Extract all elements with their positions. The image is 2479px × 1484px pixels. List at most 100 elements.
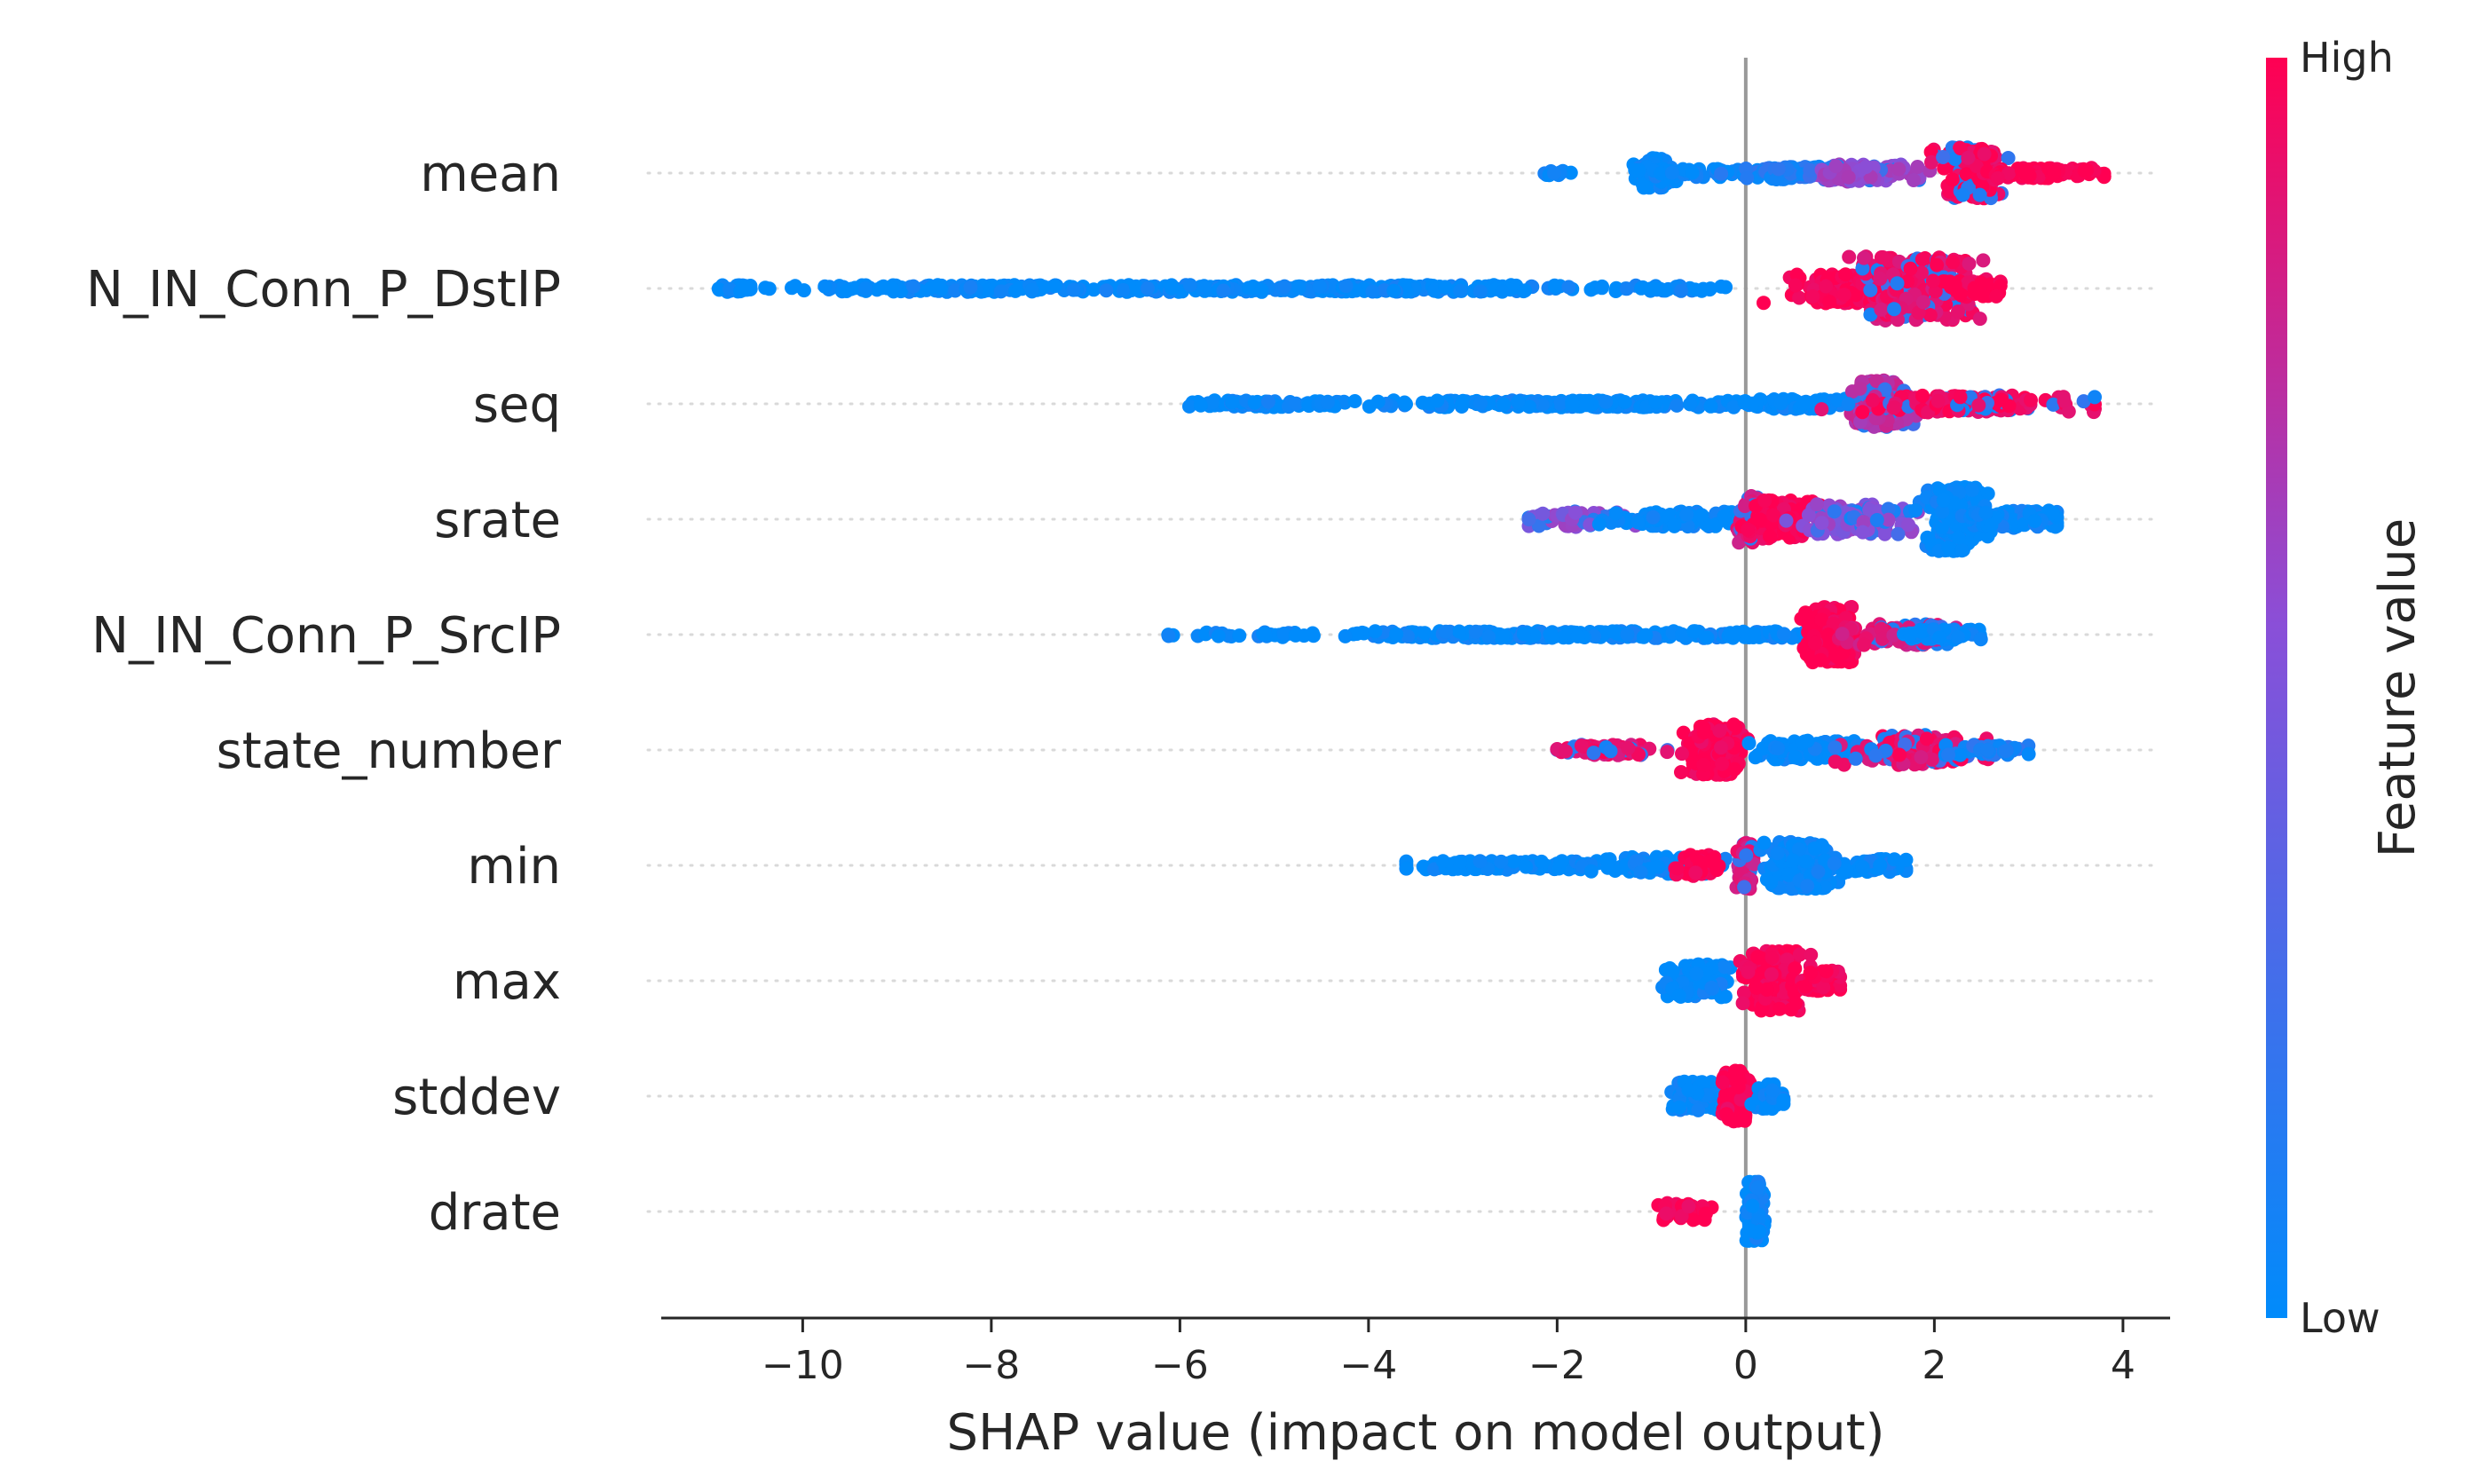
shap-point	[1962, 257, 1977, 272]
shap-point	[1468, 624, 1483, 639]
shap-point	[885, 281, 900, 296]
feature-row-points	[1182, 373, 2102, 434]
shap-point	[1548, 280, 1562, 295]
shap-point	[1907, 173, 1921, 187]
shap-point	[1741, 628, 1757, 642]
shap-point	[1521, 512, 1536, 527]
shap-point	[1347, 394, 1362, 408]
shap-point	[712, 282, 727, 297]
shap-point	[1660, 745, 1675, 760]
shap-point	[1574, 738, 1589, 754]
shap-point	[1953, 747, 1968, 762]
shap-point	[1903, 261, 1918, 276]
shap-point	[1954, 543, 1970, 558]
shap-point	[1453, 855, 1467, 869]
shap-point	[1386, 283, 1401, 298]
shap-point	[1771, 162, 1786, 177]
shap-point	[1370, 394, 1386, 409]
shap-point	[1935, 504, 1950, 519]
shap-point	[1667, 517, 1682, 532]
shap-point	[1594, 280, 1609, 296]
shap-point	[1855, 405, 1870, 420]
shap-point	[1630, 515, 1646, 530]
shap-point	[1857, 637, 1872, 652]
shap-point	[993, 284, 1008, 299]
shap-point	[1558, 744, 1573, 759]
shap-point	[1920, 530, 1935, 545]
shap-point	[1648, 395, 1663, 410]
shap-point	[2046, 397, 2061, 412]
shap-point	[1961, 150, 1976, 165]
shap-point	[1991, 170, 2005, 186]
shap-point	[1869, 513, 1884, 527]
shap-point	[1534, 854, 1549, 869]
shap-point	[1435, 854, 1450, 869]
shap-point	[1950, 629, 1965, 644]
shap-point	[1670, 398, 1685, 413]
shap-point	[1901, 517, 1915, 533]
shap-point	[1211, 628, 1226, 643]
shap-point	[1980, 486, 1995, 501]
shap-point	[1922, 308, 1938, 322]
shap-point	[1763, 529, 1777, 544]
shap-point	[1183, 278, 1197, 293]
shap-point	[1953, 141, 1968, 156]
shap-point	[1495, 284, 1510, 299]
shap-point	[1737, 880, 1752, 895]
shap-point	[1696, 757, 1711, 772]
shap-point	[1481, 629, 1496, 644]
shap-point	[1955, 187, 1970, 202]
shap-point	[1493, 630, 1508, 645]
shap-point	[1914, 750, 1929, 765]
shap-point	[1350, 626, 1365, 641]
shap-point	[1531, 518, 1546, 533]
shap-point	[1608, 506, 1623, 521]
shap-point	[1401, 629, 1415, 643]
shap-point	[1915, 295, 1930, 310]
shap-point	[1473, 396, 1488, 411]
shap-point	[1740, 170, 1755, 186]
shap-point	[1945, 172, 1960, 187]
shap-point	[1522, 399, 1536, 414]
shap-point	[1024, 282, 1039, 297]
shap-point	[1276, 627, 1291, 641]
shap-point	[2080, 162, 2095, 178]
feature-row-points	[1550, 717, 2036, 782]
shap-point	[1881, 512, 1896, 527]
shap-point	[1676, 725, 1691, 740]
shap-point	[1813, 652, 1828, 667]
shap-point	[1312, 279, 1327, 294]
shap-point	[1519, 859, 1534, 874]
shap-point	[2047, 165, 2062, 180]
shap-point	[1066, 282, 1081, 297]
shap-point	[1976, 253, 1991, 268]
shap-point	[733, 284, 748, 299]
shap-point	[1536, 506, 1551, 521]
shap-point	[1998, 744, 2013, 759]
shap-point	[1874, 302, 1889, 317]
shap-point	[1947, 277, 1962, 292]
shap-point	[1863, 282, 1878, 297]
shap-point	[1193, 398, 1208, 413]
shap-point	[1914, 265, 1929, 280]
shap-point	[1338, 628, 1353, 643]
shap-point	[1726, 399, 1741, 414]
shap-point	[1047, 279, 1062, 294]
shap-point	[1886, 628, 1901, 643]
shap-point	[1930, 257, 1945, 272]
shap-point	[1848, 751, 1863, 766]
shap-point	[1849, 288, 1863, 303]
shap-point	[2045, 505, 2060, 520]
shap-point	[1993, 392, 2009, 407]
shap-point	[1554, 854, 1569, 869]
shap-point	[1688, 865, 1703, 880]
shap-point	[1852, 381, 1867, 396]
shap-point	[1959, 167, 1974, 182]
shap-point	[1946, 255, 1961, 270]
shap-point	[1651, 859, 1666, 874]
shap-point	[1620, 627, 1635, 642]
shap-point	[1842, 249, 1857, 264]
shap-point	[1389, 627, 1404, 642]
shap-point	[1675, 627, 1689, 642]
shap-point	[787, 279, 802, 294]
